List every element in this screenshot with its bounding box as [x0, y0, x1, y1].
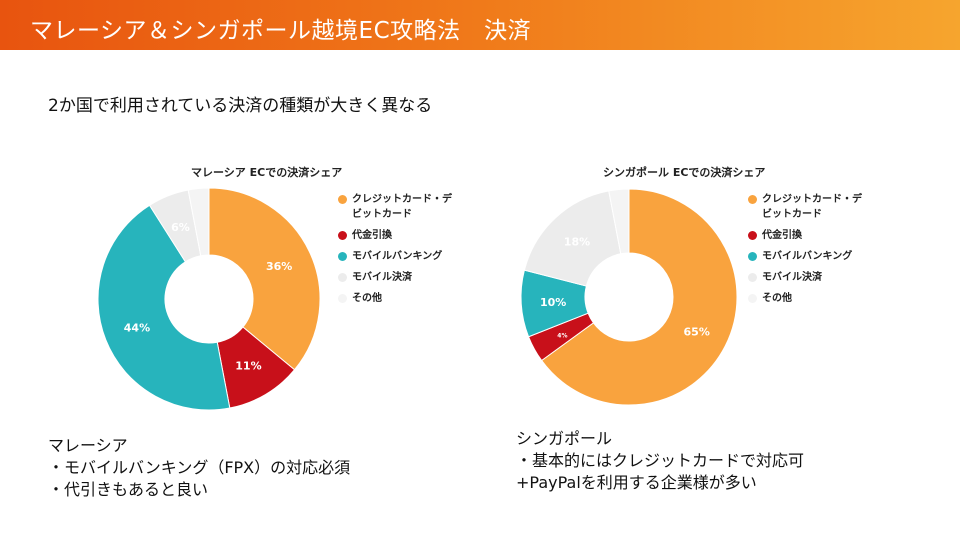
- singapore-chart: シンガポール ECでの決済シェア 65% 4% 10% 18% クレジットカード・デビ…: [510, 156, 890, 421]
- legend-label: クレジットカード・デビットカード: [352, 194, 452, 220]
- legend-label: 代金引換: [762, 230, 802, 241]
- legend-swatch: [338, 294, 347, 303]
- chart-title: シンガポール ECでの決済シェア: [603, 166, 766, 179]
- malaysia-notes: マレーシア ・モバイルバンキング（FPX）の対応必須 ・代引きもあると良い: [48, 435, 350, 501]
- legend-item-cod: 代金引換: [338, 228, 468, 243]
- legend-item-mobile-banking: モバイルバンキング: [338, 249, 468, 264]
- pie-slice: [97, 204, 231, 411]
- data-label: 18%: [564, 236, 590, 249]
- pie-slice: [523, 190, 622, 287]
- legend-item-cod: 代金引換: [748, 228, 878, 243]
- legend-label: 代金引換: [352, 230, 392, 241]
- legend-label: モバイルバンキング: [762, 251, 853, 262]
- note-line: ・モバイルバンキング（FPX）の対応必須: [48, 458, 351, 477]
- legend-swatch: [748, 252, 757, 261]
- legend-label: モバイル決済: [762, 272, 822, 283]
- legend-swatch: [748, 195, 757, 204]
- data-label: 10%: [540, 296, 566, 309]
- legend-label: クレジットカード・デビットカード: [762, 194, 862, 220]
- legend-swatch: [338, 252, 347, 261]
- pie-slice: [540, 188, 738, 406]
- legend-item-card: クレジットカード・デビットカード: [338, 192, 452, 222]
- legend-swatch: [748, 294, 757, 303]
- legend-label: その他: [762, 293, 792, 304]
- legend-item-other: その他: [338, 291, 468, 306]
- data-label: 6%: [171, 221, 190, 234]
- legend-label: その他: [352, 293, 382, 304]
- data-label: 65%: [684, 326, 710, 339]
- legend-item-other: その他: [748, 291, 878, 306]
- note-line: ・代引きもあると良い: [48, 480, 209, 499]
- legend-swatch: [338, 231, 347, 240]
- data-label: 11%: [235, 360, 261, 373]
- legend-label: モバイル決済: [352, 272, 412, 283]
- legend-swatch: [338, 273, 347, 282]
- note-heading: シンガポール: [516, 429, 613, 448]
- data-label: 44%: [124, 322, 150, 335]
- page-title: マレーシア＆シンガポール越境EC攻略法 決済: [30, 18, 532, 44]
- pie-slice: [208, 187, 321, 371]
- pie-slice: [187, 187, 210, 257]
- slide-subtitle: 2か国で利用されている決済の種類が大きく異なる: [48, 96, 433, 116]
- malaysia-chart: マレーシア ECでの決済シェア 36% 11% 44% 6% クレジットカード・デビッ…: [86, 156, 466, 421]
- singapore-donut: 65% 4% 10% 18%: [520, 188, 738, 406]
- legend-label: モバイルバンキング: [352, 251, 443, 262]
- data-label: 36%: [266, 260, 292, 273]
- legend-item-mobile-payment: モバイル決済: [748, 270, 878, 285]
- legend-item-mobile-payment: モバイル決済: [338, 270, 468, 285]
- note-heading: マレーシア: [48, 436, 128, 455]
- chart-title: マレーシア ECでの決済シェア: [191, 166, 343, 179]
- data-label: 4%: [557, 333, 567, 340]
- legend-swatch: [748, 231, 757, 240]
- pie-slice: [608, 188, 630, 255]
- header-bar: マレーシア＆シンガポール越境EC攻略法 決済: [0, 0, 960, 50]
- note-line: ・基本的にはクレジットカードで対応可: [516, 451, 805, 470]
- legend-item-mobile-banking: モバイルバンキング: [748, 249, 878, 264]
- chart-legend: クレジットカード・デビットカード 代金引換 モバイルバンキング モバイル決済 そ…: [338, 192, 468, 312]
- legend-item-card: クレジットカード・デビットカード: [748, 192, 862, 222]
- chart-legend: クレジットカード・デビットカード 代金引換 モバイルバンキング モバイル決済 そ…: [748, 192, 878, 312]
- malaysia-donut: 36% 11% 44% 6%: [97, 187, 321, 411]
- note-line: +PayPalを利用する企業様が多い: [516, 473, 757, 492]
- singapore-notes: シンガポール ・基本的にはクレジットカードで対応可 +PayPalを利用する企業…: [516, 428, 804, 494]
- legend-swatch: [338, 195, 347, 204]
- legend-swatch: [748, 273, 757, 282]
